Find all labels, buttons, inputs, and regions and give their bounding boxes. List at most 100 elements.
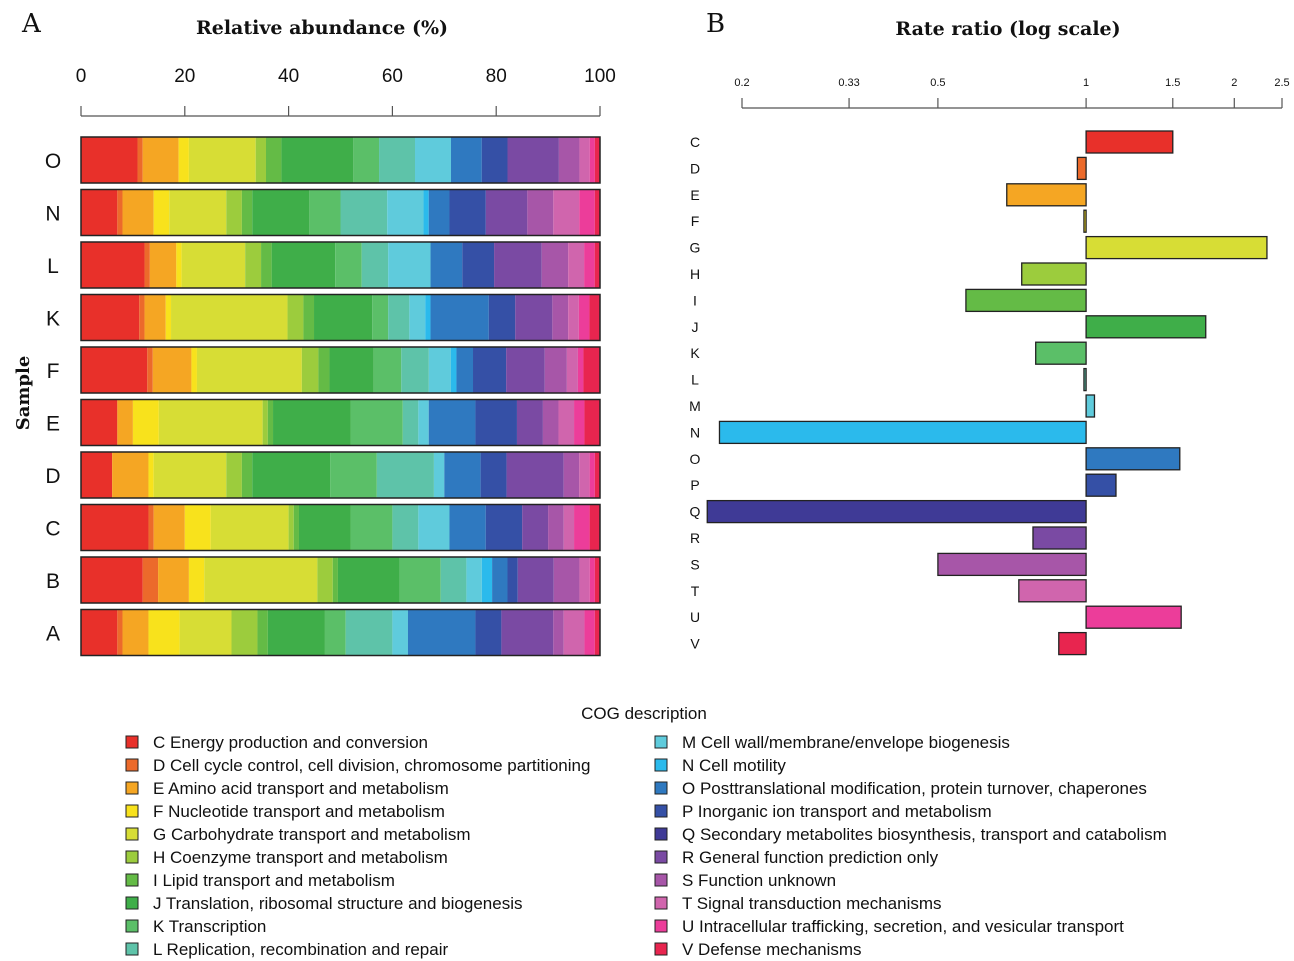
stacked-bar-segment — [330, 452, 377, 498]
stacked-bar-segment — [142, 557, 159, 603]
panel-b-x-axis: 0.2 0.33 0.5 1 1.5 2 2.5 — [734, 77, 1290, 109]
stacked-bar-segment — [158, 557, 189, 603]
stacked-bar-segment — [181, 242, 246, 288]
stacked-bar-segment — [226, 189, 242, 236]
rate-ratio-bar — [1085, 130, 1174, 154]
legend-label: O Posttranslational modification, protei… — [682, 779, 1147, 798]
panel-b-row-label: U — [690, 609, 700, 625]
stacked-bar-segment — [388, 242, 431, 288]
legend-label: I Lipid transport and metabolism — [153, 871, 395, 890]
stacked-bar-segment — [271, 242, 336, 288]
stacked-bar-outline — [80, 188, 601, 237]
stacked-bar-segment — [210, 504, 289, 551]
panel-a-row-label: E — [46, 413, 60, 436]
stacked-bar-segment — [574, 399, 585, 446]
stacked-bar-segment — [148, 504, 154, 551]
stacked-bar-segment — [142, 137, 179, 183]
legend-label: C Energy production and conversion — [153, 733, 428, 752]
stacked-bar-segment — [81, 294, 140, 341]
stacked-bar-segment — [402, 399, 419, 446]
stacked-bar-segment — [81, 452, 113, 498]
panel-b-row-label: H — [690, 266, 700, 282]
legend-label: V Defense mechanisms — [682, 940, 862, 959]
panel-b-letter: B — [706, 9, 725, 39]
stacked-bar-segment — [158, 399, 263, 446]
stacked-bar-segment — [81, 347, 148, 393]
stacked-bar-segment — [112, 452, 149, 498]
stacked-bar-segment — [152, 347, 192, 393]
stacked-bar-segment — [450, 137, 482, 183]
stacked-bar-outline — [80, 451, 601, 499]
panel-a-tick-label: 0 — [76, 66, 87, 87]
stacked-bar-segment — [376, 452, 434, 498]
stacked-bar-segment — [409, 294, 426, 341]
panel-a-tick-label: 20 — [174, 66, 195, 87]
stacked-bar-segment — [407, 609, 476, 656]
stacked-bar-segment — [507, 137, 559, 183]
stacked-bar-segment — [568, 242, 585, 288]
panel-a-x-axis: 0 20 40 60 80 100 — [76, 66, 616, 117]
legend-label: F Nucleotide transport and metabolism — [153, 802, 445, 821]
stacked-bar-segment — [255, 137, 266, 183]
rate-ratio-bar — [1021, 262, 1087, 286]
rate-ratio-bar — [1085, 394, 1096, 418]
stacked-bar-segment — [589, 137, 595, 183]
legend-label: J Translation, ribosomal structure and b… — [153, 894, 522, 913]
stacked-bar-segment — [388, 294, 410, 341]
panel-b-row-label: J — [692, 319, 699, 335]
rate-ratio-bar — [1058, 631, 1087, 656]
stacked-bar-segment — [516, 399, 543, 446]
rate-ratio-bar — [1035, 341, 1087, 365]
stacked-bar-segment — [399, 557, 441, 603]
legend-swatch — [654, 850, 668, 864]
stacked-bar-segment — [122, 189, 154, 236]
panel-b-tick-label: 1 — [1083, 77, 1089, 89]
stacked-bar-segment — [481, 137, 508, 183]
rate-ratio-bar — [965, 288, 1087, 313]
stacked-bar-outline — [80, 346, 601, 394]
stacked-bar-segment — [148, 452, 154, 498]
legend-swatch — [654, 827, 668, 841]
stacked-bar-outline — [80, 398, 601, 447]
stacked-bar-segment — [501, 609, 554, 656]
stacked-bar-segment — [81, 504, 149, 551]
stacked-bar-segment — [515, 294, 553, 341]
stacked-bar-segment — [517, 557, 554, 603]
stacked-bar-segment — [153, 189, 170, 236]
stacked-bar-segment — [329, 347, 374, 393]
panel-b-row-label: P — [690, 477, 699, 493]
stacked-bar-segment — [566, 347, 578, 393]
stacked-bar-segment — [165, 294, 172, 341]
stacked-bar-segment — [553, 189, 580, 236]
stacked-bar-segment — [345, 609, 393, 656]
stacked-bar-segment — [281, 137, 354, 183]
panel-b-row-label: R — [690, 530, 700, 546]
stacked-bar-segment — [252, 452, 331, 498]
stacked-bar-segment — [350, 504, 393, 551]
legend-swatch — [654, 758, 668, 772]
stacked-bar-segment — [245, 242, 262, 288]
stacked-bar-segment — [287, 294, 304, 341]
legend-items: C Energy production and conversion D Cell… — [125, 733, 1167, 959]
legend-label: K Transcription — [153, 917, 266, 936]
stacked-bar-segment — [361, 242, 389, 288]
stacked-bar-segment — [241, 452, 253, 498]
panel-b-row-label: F — [691, 213, 700, 229]
stacked-bar-segment — [392, 504, 419, 551]
stacked-bar-segment — [317, 557, 333, 603]
stacked-bar-segment — [139, 294, 145, 341]
stacked-bar-segment — [418, 399, 429, 446]
stacked-bar-segment — [176, 242, 182, 288]
panel-b-row-label: M — [689, 398, 701, 414]
stacked-bar-segment — [475, 609, 502, 656]
panel-b-row-label: L — [691, 372, 699, 388]
rate-ratio-bar — [1083, 367, 1087, 392]
legend-swatch — [654, 896, 668, 910]
legend-label: L Replication, recombination and repair — [153, 940, 448, 959]
panel-b-row-label: G — [690, 240, 701, 256]
stacked-bar-segment — [584, 399, 600, 446]
stacked-bar-segment — [324, 609, 346, 656]
panel-a-bars — [80, 136, 601, 657]
stacked-bar-segment — [252, 189, 310, 236]
stacked-bar-segment — [584, 609, 595, 656]
